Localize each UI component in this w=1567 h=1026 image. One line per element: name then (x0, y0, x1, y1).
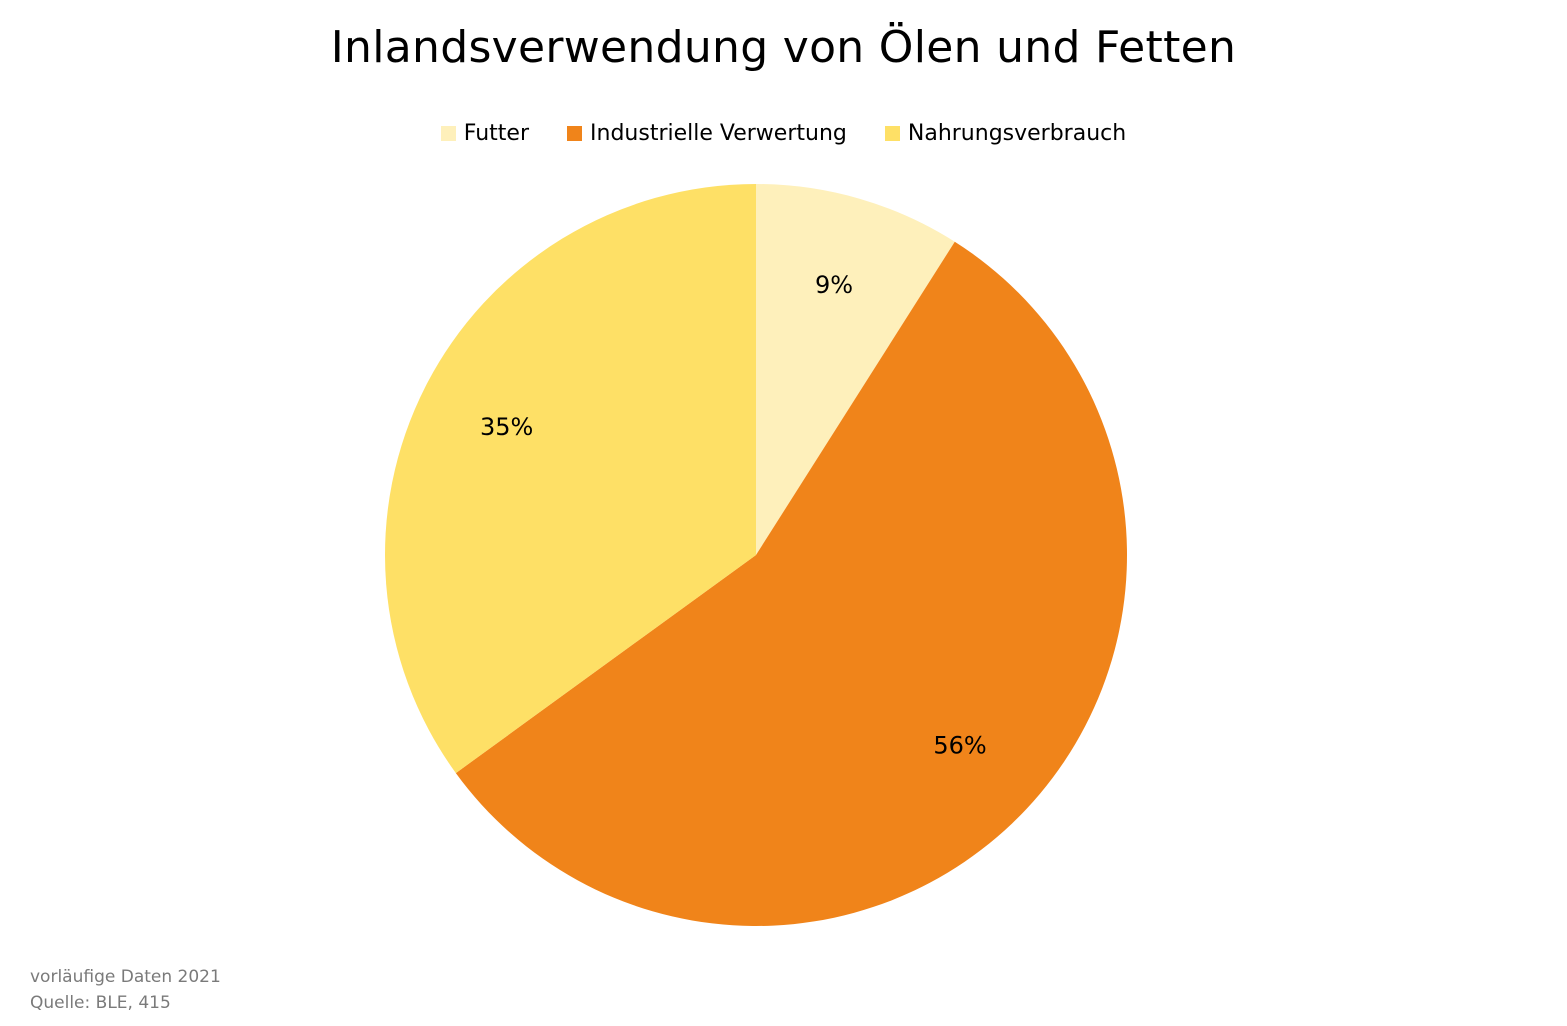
footnote-source: Quelle: BLE, 415 (30, 993, 171, 1013)
footnote: vorläufige Daten 2021 Quelle: BLE, 415 (30, 964, 221, 1016)
legend-swatch-industrielle-verwertung (567, 126, 583, 141)
footnote-preliminary-data: vorläufige Daten 2021 (30, 967, 221, 987)
legend-swatch-futter (440, 126, 456, 141)
pie-slice-industrielle-verwertung (455, 241, 1128, 927)
legend-item-futter: Futter (440, 121, 530, 146)
legend-swatch-nahrungsverbrauch (884, 126, 900, 141)
legend-item-industrielle-verwertung: Industrielle Verwertung (567, 121, 847, 146)
chart-legend: Futter Industrielle Verwertung Nahrungsv… (0, 121, 1567, 146)
legend-item-nahrungsverbrauch: Nahrungsverbrauch (884, 121, 1127, 146)
legend-label-futter: Futter (463, 121, 530, 146)
legend-label-nahrungsverbrauch: Nahrungsverbrauch (907, 121, 1127, 146)
pie-slice-futter (756, 184, 955, 555)
chart-title: Inlandsverwendung von Ölen und Fetten (330, 22, 1237, 73)
pie-label-nahrungsverbrauch: 35% (480, 413, 533, 441)
pie-slice-nahrungsverbrauch (385, 184, 756, 774)
pie-label-futter: 9% (815, 271, 853, 299)
pie-label-industrielle-verwertung: 56% (933, 732, 986, 760)
legend-label-industrielle-verwertung: Industrielle Verwertung (590, 121, 847, 146)
